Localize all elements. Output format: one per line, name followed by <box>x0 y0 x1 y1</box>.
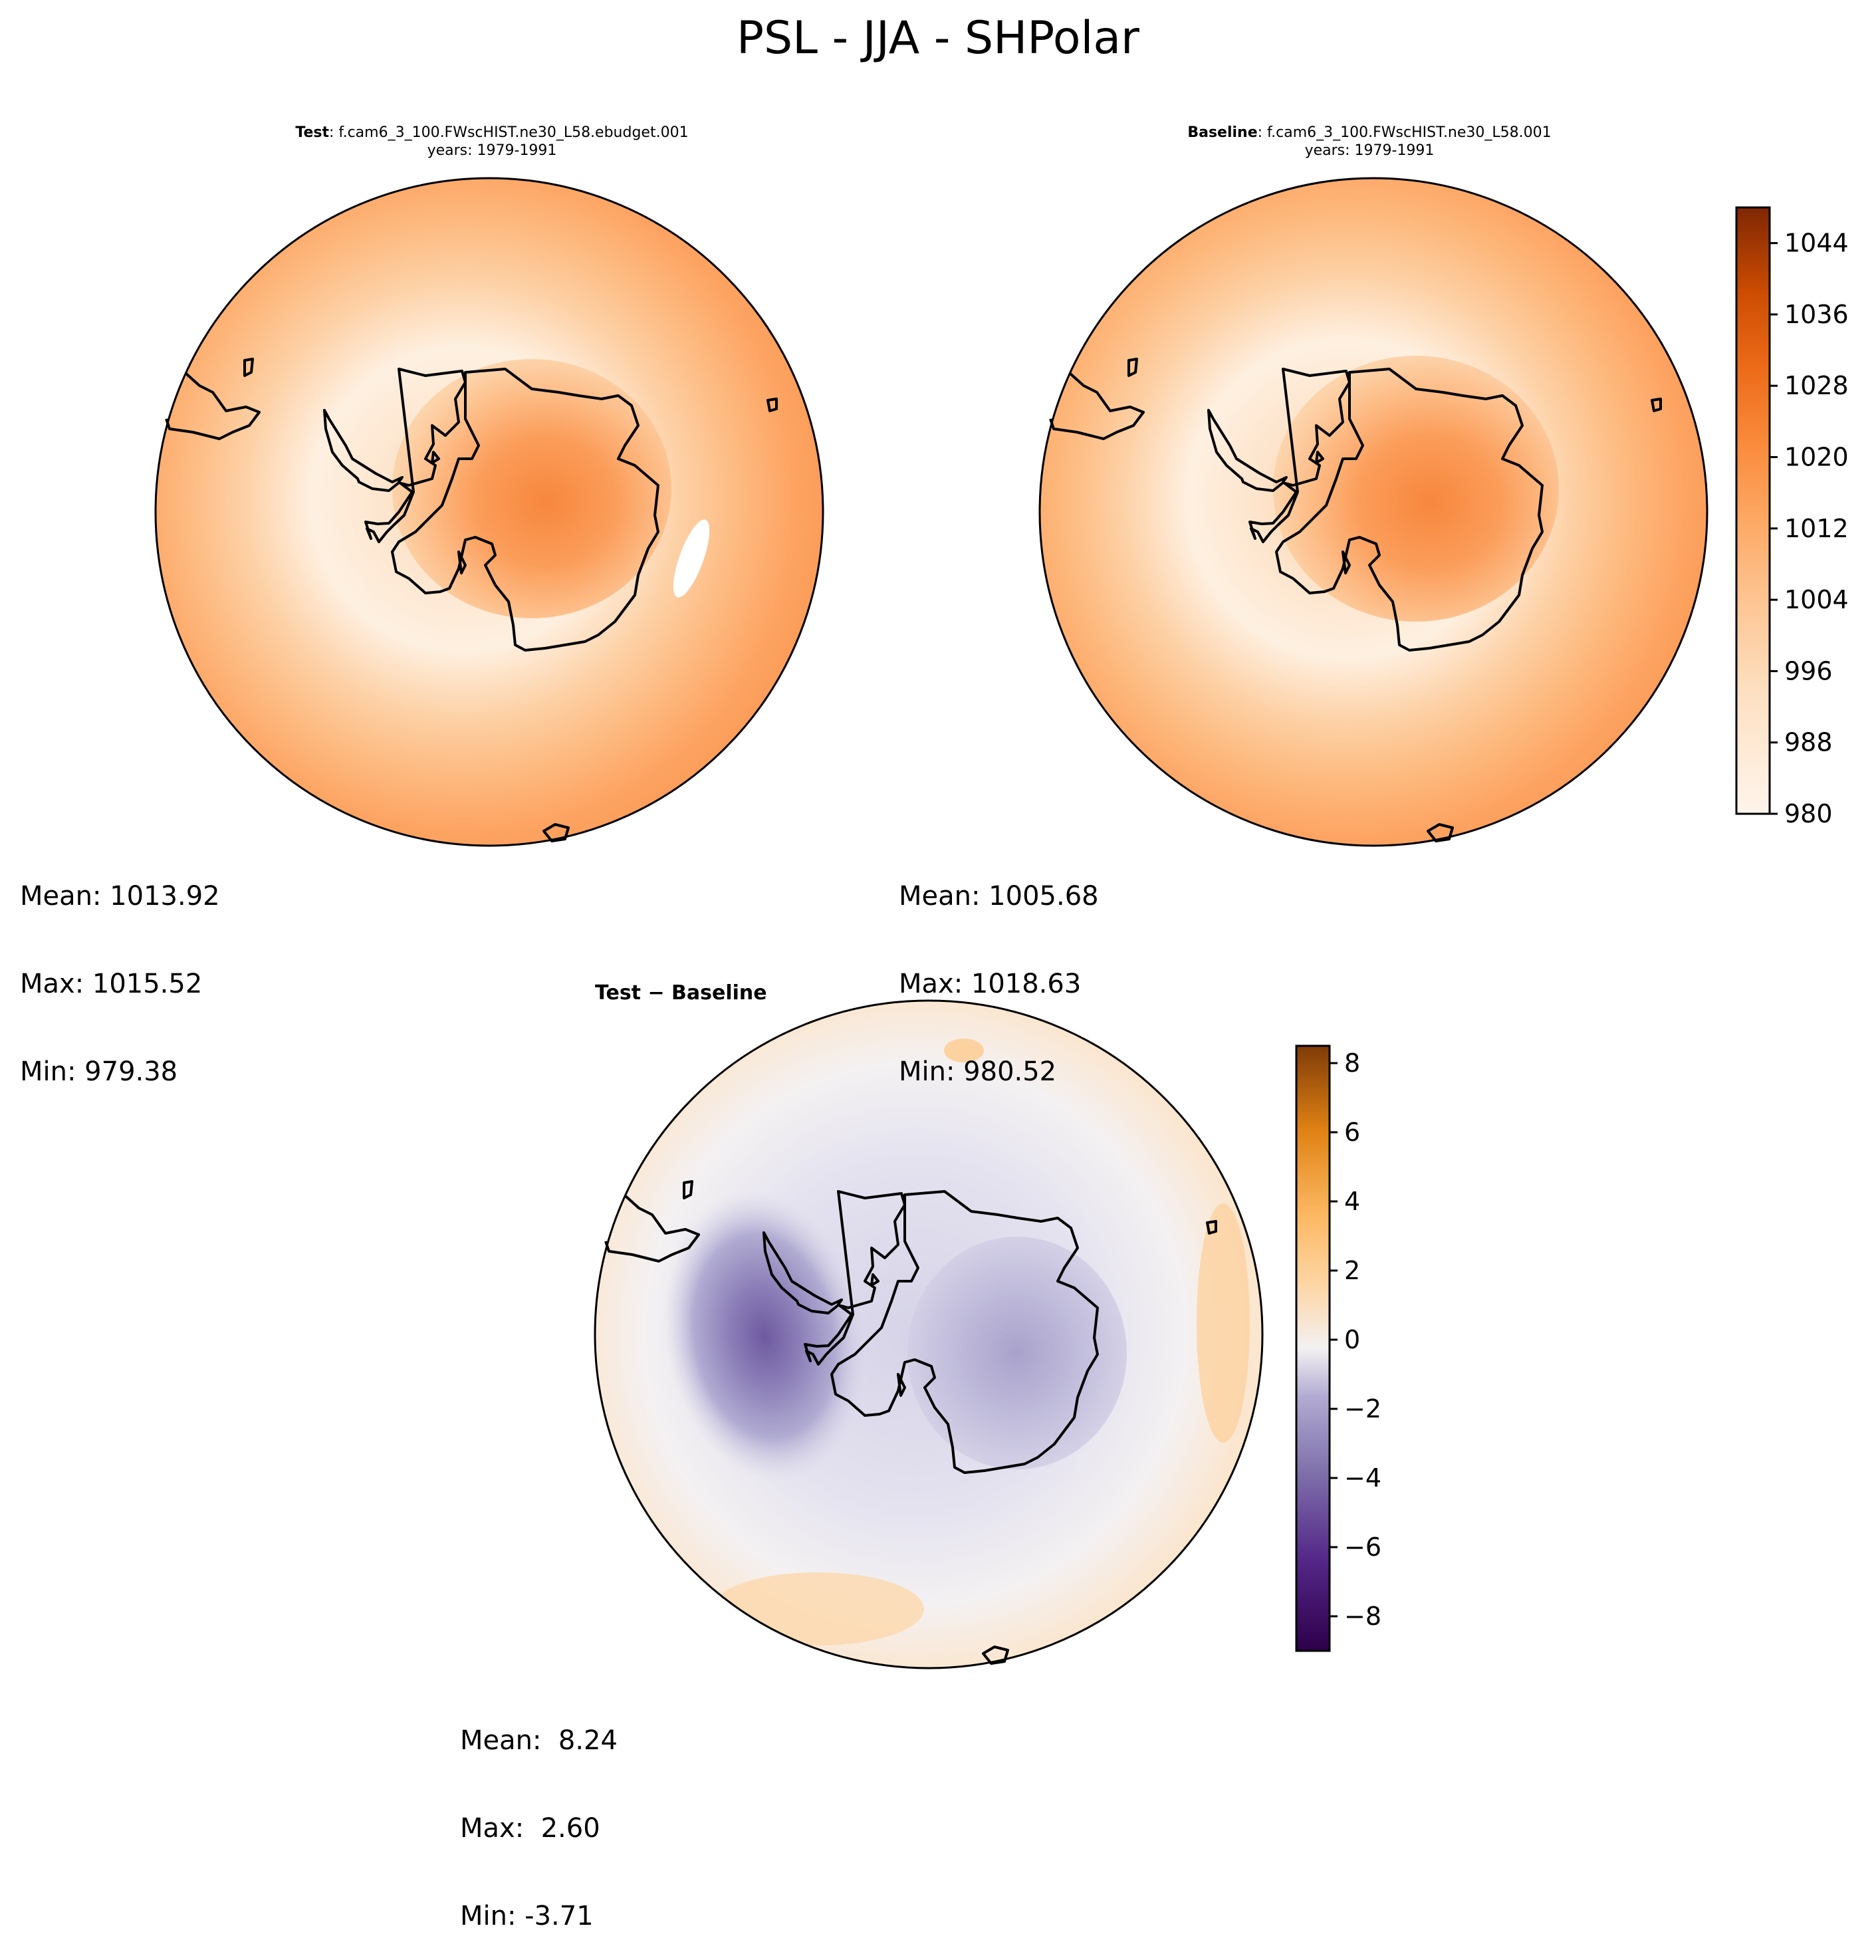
diff-colorbar-tick-label: 6 <box>1344 1118 1360 1147</box>
baseline-title-years: years: 1979-1991 <box>1304 142 1435 159</box>
psl-colorbar-ticks: 980 988 996 1004 1012 1020 1028 1036 1044 <box>1770 229 1849 828</box>
diff-panel-title: Test − Baseline <box>595 981 767 1005</box>
psl-colorbar-frame <box>1735 206 1771 815</box>
diff-colorbar-fill <box>1296 1046 1330 1651</box>
baseline-coastline <box>1049 358 1662 842</box>
figure-title: PSL - JJA - SHPolar <box>736 12 1140 64</box>
test-map-boundary <box>154 177 824 847</box>
diff-positive-patch-south <box>711 1572 924 1646</box>
test-map <box>154 177 824 847</box>
diff-map <box>594 999 1264 1669</box>
test-stat-max: Max: 1015.52 <box>20 969 203 999</box>
baseline-stat-mean: Mean: 1005.68 <box>899 881 1099 912</box>
psl-colorbar-tick-label: 1012 <box>1784 514 1849 543</box>
diff-colorbar-tick-label: 4 <box>1344 1187 1360 1216</box>
psl-colorbar-tick-label: 1044 <box>1784 229 1849 258</box>
psl-colorbar: 980 988 996 1004 1012 1020 1028 1036 1044 <box>1735 206 1849 828</box>
test-stats: Mean: 1013.92 Max: 1015.52 Min: 979.38 <box>20 823 220 1116</box>
psl-colorbar-fill <box>1736 207 1770 814</box>
baseline-stats: Mean: 1005.68 Max: 1018.63 Min: 980.52 <box>899 823 1099 1116</box>
baseline-map <box>1038 177 1708 847</box>
diff-map-boundary <box>594 999 1264 1669</box>
diff-colorbar-tick-label: −8 <box>1344 1602 1381 1631</box>
diff-min-patch <box>663 1191 866 1482</box>
diff-colorbar-tick-label: 8 <box>1344 1048 1360 1078</box>
test-antarctic-high <box>392 359 671 618</box>
diff-colorbar-frame <box>1295 1044 1331 1652</box>
psl-colorbar-tick-label: 1028 <box>1784 371 1849 400</box>
baseline-map-boundary <box>1038 177 1708 847</box>
baseline-title-case: : f.cam6_3_100.FWscHIST.ne30_L58.001 <box>1257 124 1552 141</box>
test-title-case: : f.cam6_3_100.FWscHIST.ne30_L58.ebudget… <box>329 124 689 141</box>
test-title-bold: Test <box>295 124 330 141</box>
diff-positive-patch-east <box>1197 1203 1250 1443</box>
maps-canvas: 980 988 996 1004 1012 1020 1028 1036 1044 −8 −6 −4… <box>154 177 1849 1669</box>
test-coastline <box>165 358 778 842</box>
test-stat-mean: Mean: 1013.92 <box>20 881 220 912</box>
diff-colorbar-tick-label: 0 <box>1344 1325 1360 1354</box>
diff-stats: Mean: 8.24 Max: 2.60 Min: -3.71 <box>460 1667 618 1960</box>
baseline-stat-min: Min: 980.52 <box>899 1056 1057 1087</box>
test-panel-title: Test: f.cam6_3_100.FWscHIST.ne30_L58.ebu… <box>219 124 764 160</box>
psl-colorbar-tick-label: 1004 <box>1784 585 1849 614</box>
diff-colorbar: −8 −6 −4 −2 0 2 4 6 8 <box>1295 1044 1381 1652</box>
diff-colorbar-ticks: −8 −6 −4 −2 0 2 4 6 8 <box>1330 1048 1381 1631</box>
psl-colorbar-tick-label: 988 <box>1784 728 1833 757</box>
psl-colorbar-tick-label: 980 <box>1784 799 1833 828</box>
psl-colorbar-tick-label: 1020 <box>1784 443 1849 472</box>
diff-colorbar-tick-label: −4 <box>1344 1463 1381 1493</box>
diff-stat-min: Min: -3.71 <box>460 1901 594 1931</box>
baseline-title-bold: Baseline <box>1187 124 1258 141</box>
diff-antarctic-low <box>907 1237 1127 1469</box>
diff-stat-max: Max: 2.60 <box>460 1813 600 1844</box>
test-stat-min: Min: 979.38 <box>20 1056 178 1087</box>
test-title-years: years: 1979-1991 <box>427 142 557 159</box>
diff-stat-mean: Mean: 8.24 <box>460 1725 618 1756</box>
test-min-patch <box>673 519 710 598</box>
baseline-stat-max: Max: 1018.63 <box>899 969 1082 999</box>
diff-colorbar-tick-label: −2 <box>1344 1394 1381 1423</box>
baseline-panel-title: Baseline: f.cam6_3_100.FWscHIST.ne30_L58… <box>1097 124 1642 160</box>
diff-colorbar-tick-label: 2 <box>1344 1256 1360 1285</box>
psl-colorbar-tick-label: 1036 <box>1784 300 1849 329</box>
diff-colorbar-tick-label: −6 <box>1344 1532 1381 1562</box>
psl-colorbar-tick-label: 996 <box>1784 656 1833 685</box>
diff-positive-patch-north <box>944 1039 984 1062</box>
baseline-antarctic-high <box>1273 356 1559 622</box>
